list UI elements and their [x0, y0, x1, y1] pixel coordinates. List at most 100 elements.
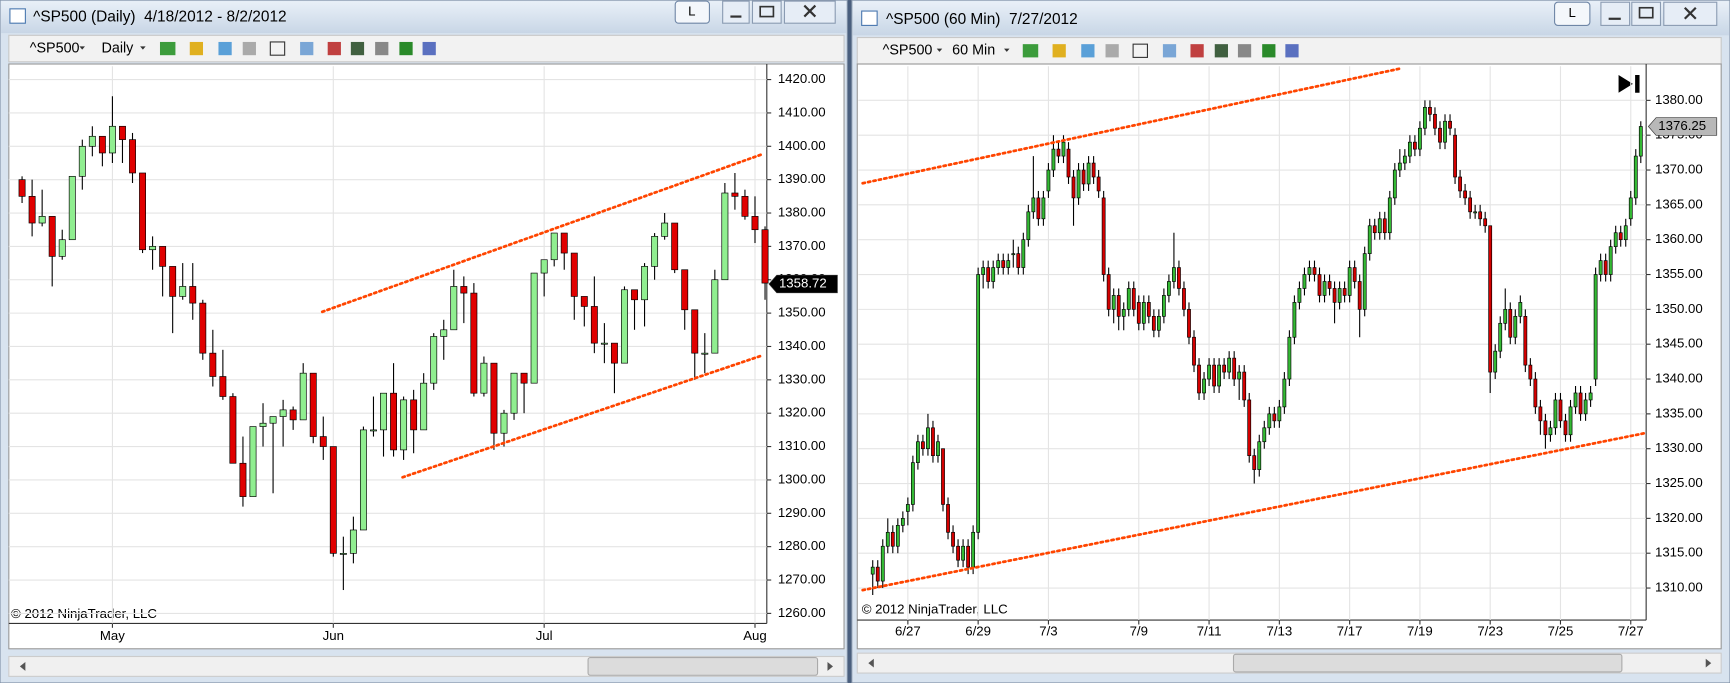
tool-icon[interactable] [269, 41, 286, 56]
copyright: © 2012 NinjaTrader, LLC [862, 602, 1008, 617]
window-left: ^SP500 (Daily) 4/18/2012 - 8/2/2012 L ^S… [0, 0, 848, 683]
tool-icon[interactable] [1105, 44, 1119, 58]
candle-body [1468, 197, 1473, 213]
candle-body [1232, 357, 1237, 380]
link-button[interactable] [1554, 1, 1591, 26]
interval-selector[interactable]: Daily [102, 40, 135, 56]
trend-line [320, 153, 763, 314]
tool-icon[interactable] [1162, 44, 1177, 58]
tool-icon[interactable] [375, 41, 389, 56]
tool-icon[interactable] [1132, 43, 1149, 58]
tool-icon[interactable] [1285, 44, 1299, 58]
candle-body [1392, 169, 1397, 199]
candle-body [1131, 288, 1136, 310]
tool-icon[interactable] [1052, 44, 1066, 58]
tool-icon[interactable] [242, 41, 256, 56]
last-price-box [768, 274, 838, 294]
candle-body [751, 216, 759, 231]
dropdown-arrow [140, 46, 146, 50]
tool-icon[interactable] [422, 41, 436, 56]
minimize-button[interactable] [1600, 1, 1631, 26]
symbol-selector[interactable]: ^SP500 [883, 43, 933, 59]
tool-icon[interactable] [1190, 44, 1204, 58]
candle-body [701, 352, 709, 355]
candle-body [661, 222, 669, 237]
tool-icon[interactable] [300, 41, 314, 56]
candle-body [1347, 267, 1352, 296]
candle-body [941, 448, 945, 505]
interval-selector[interactable]: 60 Min [952, 43, 995, 59]
chart: 1310.00 1315.00 1320.00 1325.00 1330.00 1335.… [858, 66, 1718, 639]
tool-icon[interactable] [1081, 44, 1095, 58]
maximize-button[interactable] [751, 0, 782, 24]
candle-body [1267, 413, 1272, 429]
candle-body [219, 376, 227, 397]
trend-line [401, 354, 763, 479]
y-tick-label: 1320.00 [1655, 510, 1703, 525]
candle-body [1513, 316, 1518, 338]
tool-icon[interactable] [1262, 44, 1276, 58]
candle-body [641, 266, 649, 301]
candle-body [58, 239, 66, 257]
candle-body [1277, 406, 1282, 422]
candle-body [1493, 350, 1498, 373]
tool-icon[interactable] [189, 41, 204, 56]
tool-icon[interactable] [159, 41, 176, 56]
candle-body [1197, 364, 1201, 394]
tool-icon[interactable] [1214, 44, 1228, 58]
window-title: ^SP500 (60 Min) 7/27/2012 [886, 11, 1078, 28]
y-tick-label: 1420.00 [778, 71, 826, 86]
candle-body [1563, 420, 1568, 436]
candle-body [1187, 309, 1191, 338]
y-tick-label: 1400.00 [778, 138, 826, 153]
scroll-thumb[interactable] [587, 657, 819, 676]
candle-body [279, 409, 287, 417]
close-icon [803, 4, 817, 18]
candle-body [1156, 316, 1161, 331]
candle-body [169, 266, 177, 297]
last-price-label: 1358.72 [779, 276, 827, 291]
candle-body [1111, 295, 1116, 310]
symbol-selector[interactable]: ^SP500 [30, 40, 80, 56]
candle-body [1247, 399, 1252, 457]
candle-body [1633, 155, 1638, 199]
tool-icon[interactable] [350, 41, 365, 56]
candle-body [875, 566, 880, 582]
scroll-thumb[interactable] [1232, 653, 1623, 673]
y-tick-label: 1310.00 [1655, 580, 1703, 595]
tool-icon[interactable] [399, 41, 413, 56]
candle-body [1207, 364, 1211, 380]
candle-body [490, 362, 498, 434]
candle-body [1443, 120, 1447, 143]
candle-body [1202, 378, 1206, 394]
candle-body [500, 412, 508, 434]
candle-body [1182, 288, 1186, 310]
y-tick-label: 1410.00 [778, 104, 826, 119]
x-tick-label: 7/13 [1266, 624, 1292, 639]
candle-body [570, 252, 578, 297]
last-price-label: 1376.25 [1658, 118, 1706, 133]
minimize-button[interactable] [722, 0, 750, 24]
candle-body [1387, 197, 1392, 234]
tool-icon[interactable] [1022, 44, 1039, 58]
candle-body [1367, 225, 1372, 254]
candle-body [956, 545, 960, 561]
candle-body [1031, 197, 1036, 213]
y-tick-label: 1350.00 [1655, 301, 1703, 316]
tool-icon[interactable] [327, 41, 341, 56]
scroll-to-end-button[interactable] [1618, 75, 1640, 93]
maximize-icon [1638, 6, 1654, 19]
candle-body [931, 427, 935, 457]
tool-icon[interactable] [1237, 44, 1252, 58]
candle-body [971, 531, 976, 568]
x-tick-label: 7/25 [1548, 624, 1574, 639]
tool-icon[interactable] [218, 41, 232, 56]
candle-body [199, 302, 207, 354]
candle-body [38, 216, 46, 224]
candle-body [1307, 267, 1312, 275]
link-button[interactable] [674, 0, 710, 24]
dropdown-arrow [79, 46, 85, 50]
maximize-button[interactable] [1631, 1, 1662, 26]
candle-body [1397, 162, 1402, 171]
candle-body [460, 286, 468, 294]
